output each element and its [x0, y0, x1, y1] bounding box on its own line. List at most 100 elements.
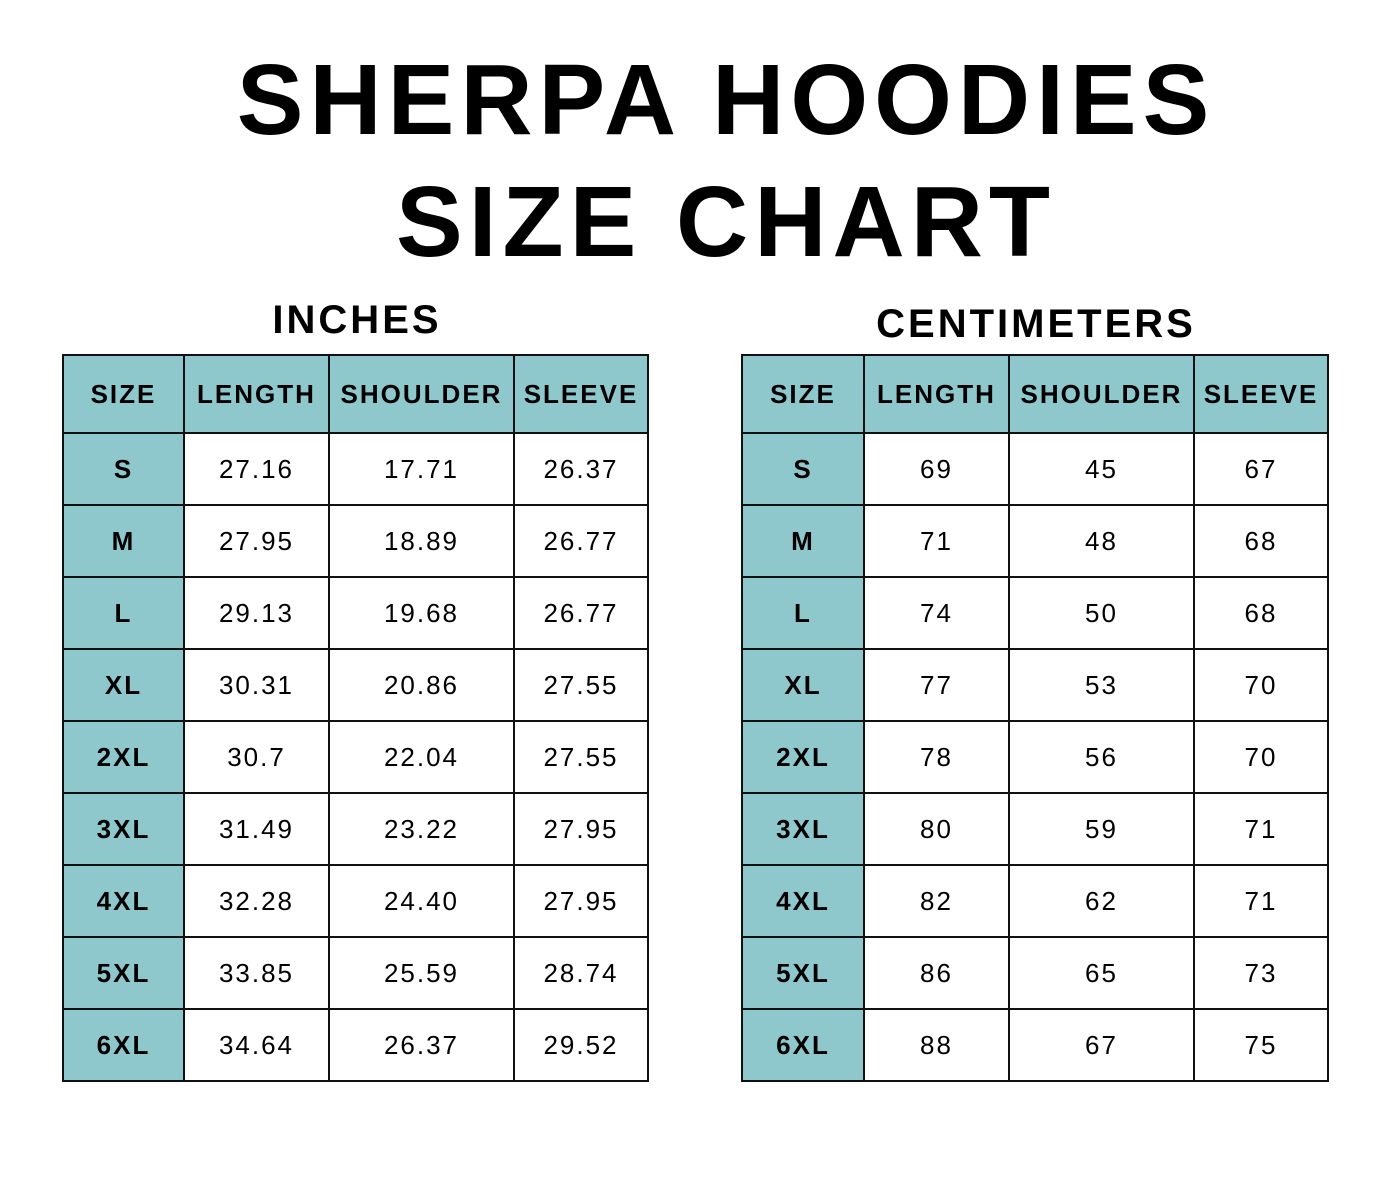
shoulder-cell: 59 [1008, 792, 1195, 866]
column-header-shoulder: SHOULDER [328, 354, 515, 434]
sleeve-cell: 67 [1193, 432, 1329, 506]
column-header-shoulder: SHOULDER [1008, 354, 1195, 434]
sleeve-cell: 71 [1193, 792, 1329, 866]
size-cell: 4XL [741, 864, 865, 938]
table-row: S 27.16 17.71 26.37 [62, 432, 649, 506]
shoulder-cell: 25.59 [328, 936, 515, 1010]
length-cell: 88 [863, 1008, 1010, 1082]
size-cell: XL [741, 648, 865, 722]
length-cell: 82 [863, 864, 1010, 938]
sleeve-cell: 68 [1193, 576, 1329, 650]
shoulder-cell: 23.22 [328, 792, 515, 866]
size-cell: 2XL [741, 720, 865, 794]
size-cell: S [741, 432, 865, 506]
sleeve-cell: 27.55 [513, 720, 649, 794]
shoulder-cell: 56 [1008, 720, 1195, 794]
shoulder-cell: 18.89 [328, 504, 515, 578]
column-header-sleeve: SLEEVE [1193, 354, 1329, 434]
size-cell: 6XL [741, 1008, 865, 1082]
sleeve-cell: 26.37 [513, 432, 649, 506]
length-cell: 78 [863, 720, 1010, 794]
table-row: 3XL 80 59 71 [741, 792, 1329, 866]
sleeve-cell: 26.77 [513, 576, 649, 650]
size-cell: L [62, 576, 185, 650]
table-row: 4XL 82 62 71 [741, 864, 1329, 938]
shoulder-cell: 24.40 [328, 864, 515, 938]
header-row: SIZE LENGTH SHOULDER SLEEVE [741, 354, 1329, 434]
table-row: S 69 45 67 [741, 432, 1329, 506]
shoulder-cell: 17.71 [328, 432, 515, 506]
column-header-size: SIZE [62, 354, 185, 434]
sleeve-cell: 26.77 [513, 504, 649, 578]
shoulder-cell: 65 [1008, 936, 1195, 1010]
table-row: 3XL 31.49 23.22 27.95 [62, 792, 649, 866]
column-header-length: LENGTH [863, 354, 1010, 434]
page-title-line2: SIZE CHART [396, 166, 1056, 278]
table-row: 6XL 34.64 26.37 29.52 [62, 1008, 649, 1082]
table-row: XL 30.31 20.86 27.55 [62, 648, 649, 722]
length-cell: 69 [863, 432, 1010, 506]
sleeve-cell: 71 [1193, 864, 1329, 938]
shoulder-cell: 53 [1008, 648, 1195, 722]
sleeve-cell: 27.55 [513, 648, 649, 722]
table-row: 4XL 32.28 24.40 27.95 [62, 864, 649, 938]
length-cell: 30.31 [183, 648, 330, 722]
table-row: M 27.95 18.89 26.77 [62, 504, 649, 578]
centimeters-size-table: SIZE LENGTH SHOULDER SLEEVE S 69 45 67 M 71 48 68 L… [741, 354, 1329, 1082]
size-cell: M [741, 504, 865, 578]
header-row: SIZE LENGTH SHOULDER SLEEVE [62, 354, 649, 434]
inches-table-title: INCHES [272, 298, 442, 342]
sleeve-cell: 75 [1193, 1008, 1329, 1082]
shoulder-cell: 22.04 [328, 720, 515, 794]
table-row: L 74 50 68 [741, 576, 1329, 650]
table-row: L 29.13 19.68 26.77 [62, 576, 649, 650]
size-cell: XL [62, 648, 185, 722]
shoulder-cell: 19.68 [328, 576, 515, 650]
inches-size-table: SIZE LENGTH SHOULDER SLEEVE S 27.16 17.71 26.3… [62, 354, 649, 1082]
length-cell: 27.95 [183, 504, 330, 578]
length-cell: 29.13 [183, 576, 330, 650]
sleeve-cell: 70 [1193, 648, 1329, 722]
shoulder-cell: 20.86 [328, 648, 515, 722]
length-cell: 74 [863, 576, 1010, 650]
size-cell: S [62, 432, 185, 506]
length-cell: 71 [863, 504, 1010, 578]
sleeve-cell: 68 [1193, 504, 1329, 578]
sleeve-cell: 27.95 [513, 792, 649, 866]
length-cell: 32.28 [183, 864, 330, 938]
shoulder-cell: 62 [1008, 864, 1195, 938]
table-row: 5XL 33.85 25.59 28.74 [62, 936, 649, 1010]
table-row: 6XL 88 67 75 [741, 1008, 1329, 1082]
length-cell: 34.64 [183, 1008, 330, 1082]
table-row: 2XL 30.7 22.04 27.55 [62, 720, 649, 794]
size-cell: M [62, 504, 185, 578]
length-cell: 86 [863, 936, 1010, 1010]
sleeve-cell: 27.95 [513, 864, 649, 938]
table-row: 5XL 86 65 73 [741, 936, 1329, 1010]
length-cell: 31.49 [183, 792, 330, 866]
sleeve-cell: 28.74 [513, 936, 649, 1010]
size-cell: 3XL [741, 792, 865, 866]
size-cell: 2XL [62, 720, 185, 794]
size-cell: 6XL [62, 1008, 185, 1082]
length-cell: 80 [863, 792, 1010, 866]
table-row: 2XL 78 56 70 [741, 720, 1329, 794]
shoulder-cell: 26.37 [328, 1008, 515, 1082]
length-cell: 33.85 [183, 936, 330, 1010]
sleeve-cell: 70 [1193, 720, 1329, 794]
shoulder-cell: 50 [1008, 576, 1195, 650]
column-header-length: LENGTH [183, 354, 330, 434]
size-cell: 5XL [62, 936, 185, 1010]
size-cell: 5XL [741, 936, 865, 1010]
sleeve-cell: 73 [1193, 936, 1329, 1010]
shoulder-cell: 48 [1008, 504, 1195, 578]
shoulder-cell: 67 [1008, 1008, 1195, 1082]
size-cell: 4XL [62, 864, 185, 938]
sleeve-cell: 29.52 [513, 1008, 649, 1082]
length-cell: 27.16 [183, 432, 330, 506]
table-row: M 71 48 68 [741, 504, 1329, 578]
size-cell: 3XL [62, 792, 185, 866]
column-header-size: SIZE [741, 354, 865, 434]
column-header-sleeve: SLEEVE [513, 354, 649, 434]
length-cell: 77 [863, 648, 1010, 722]
